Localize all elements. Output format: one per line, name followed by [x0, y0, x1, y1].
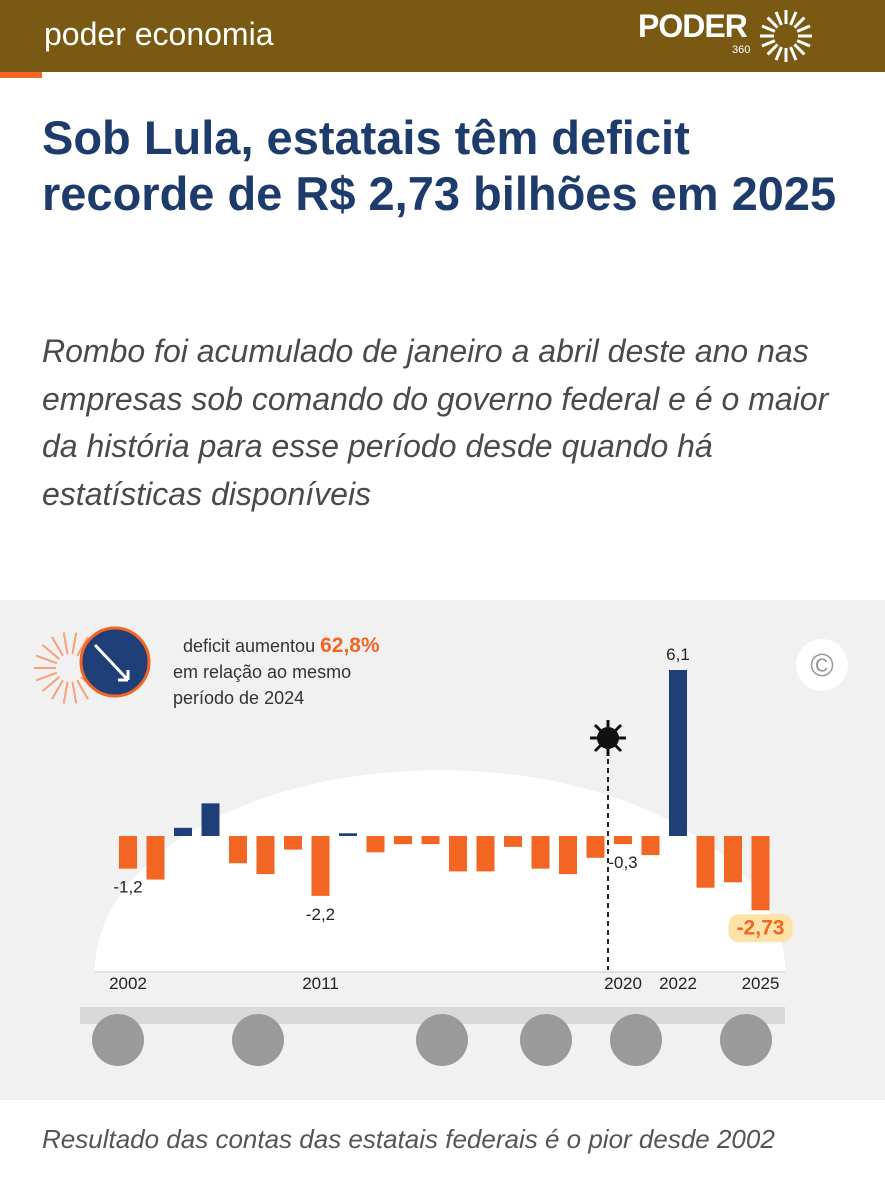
president-photos: [92, 1014, 772, 1066]
accent: [0, 72, 42, 78]
bar: [504, 836, 522, 847]
bar: [586, 836, 605, 858]
ray: [71, 681, 78, 704]
ray: [789, 11, 798, 26]
ray: [62, 681, 69, 704]
caption: Resultado das contas das estatais federa…: [42, 1124, 775, 1154]
bar: [174, 827, 192, 836]
bar: [256, 836, 275, 875]
copyright: ©: [810, 647, 834, 683]
bar: [229, 836, 247, 864]
x-tick-label: 2011: [302, 974, 339, 993]
ray: [51, 636, 64, 657]
x-tick-label: 2002: [109, 974, 147, 993]
value-label: -0,3: [608, 853, 637, 872]
arc-bg: [95, 770, 785, 970]
bar: [724, 836, 742, 883]
ray: [71, 632, 78, 655]
bar: [531, 836, 550, 869]
bar: [146, 836, 165, 880]
ray: [766, 16, 779, 29]
arc-base: [95, 960, 785, 972]
ray: [41, 676, 60, 692]
ray: [41, 644, 60, 660]
ray: [774, 11, 783, 26]
ray: [774, 46, 783, 61]
annotation: período de 2024: [173, 688, 304, 708]
ray: [62, 632, 69, 655]
bar: [559, 836, 577, 875]
chart: deficit aumentou 62,8% em relação ao mes…: [0, 600, 885, 1100]
value-label: -2,73: [737, 916, 785, 939]
x-tick-label: 2022: [659, 974, 697, 993]
logo[interactable]: PODER: [638, 8, 748, 44]
ray: [766, 43, 779, 56]
ray: [76, 679, 89, 700]
bar: [449, 836, 467, 872]
bar: [751, 836, 770, 911]
bar: [394, 836, 412, 845]
icon: [79, 626, 151, 698]
label-highlight: [728, 914, 793, 943]
ray: [35, 671, 58, 682]
bar: [421, 836, 440, 845]
bar: [696, 836, 715, 888]
ray: [761, 24, 776, 33]
ray: [796, 24, 811, 33]
ray: [76, 636, 89, 657]
virus-spikes: [590, 720, 626, 756]
ray: [51, 679, 64, 700]
bar: [476, 836, 495, 872]
headline: Sob Lula, estatais têm deficit recorde d…: [42, 111, 837, 220]
bar: [284, 836, 302, 850]
logo-sub: 360: [732, 44, 751, 56]
bar: [366, 836, 385, 853]
bar: [311, 836, 330, 896]
ray: [789, 46, 798, 61]
bar: [669, 670, 687, 836]
copyright-bg: [796, 639, 848, 691]
ray: [793, 43, 806, 56]
ray: [796, 39, 811, 48]
icon-arrow: [93, 643, 130, 682]
subtitle: Rombo foi acumulado de janeiro a abril d…: [42, 333, 829, 512]
bar: [614, 836, 632, 845]
value-label: -2,2: [306, 905, 335, 924]
ray: [793, 16, 806, 29]
ray: [35, 654, 58, 665]
header: poder economia PODER 360: [0, 0, 885, 72]
logo-sun: [760, 10, 812, 62]
bar: [201, 803, 220, 836]
annotation: deficit aumentou 62,8%: [183, 634, 380, 657]
x-tick-label: 2020: [604, 974, 642, 993]
value-label: -1,2: [113, 878, 142, 897]
section-name[interactable]: poder economia: [44, 16, 274, 52]
annotation: em relação ao mesmo: [173, 662, 351, 682]
bar: [339, 833, 357, 836]
bar: [641, 836, 660, 856]
x-tick-label: 2025: [742, 974, 780, 993]
ray: [761, 39, 776, 48]
value-label: 6,1: [666, 645, 690, 664]
bar: [119, 836, 137, 869]
